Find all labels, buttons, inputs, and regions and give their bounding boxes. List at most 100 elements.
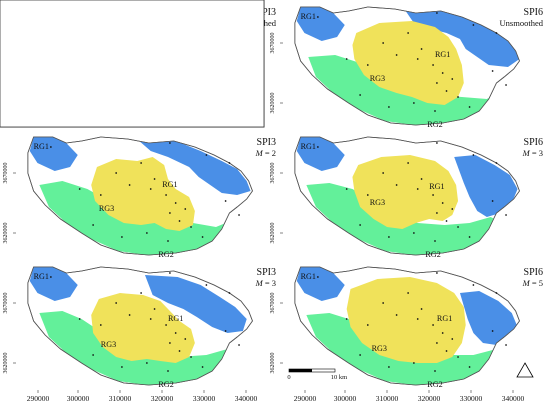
x-tick-label: 310000 [109,394,132,403]
station-point [445,220,448,222]
station-point [413,102,415,104]
station-point [388,236,390,238]
smoothing-parameter-symbol: M [522,278,531,288]
smoothing-parameter-symbol: M [255,278,264,288]
smoothing-parameter-value: Unsmoothed [500,18,544,28]
station-point [128,314,131,316]
panel-subtitle: M = 3 [522,148,543,158]
station-point [434,110,436,112]
station-point [201,236,204,238]
station-point [472,154,475,156]
station-point [174,202,177,204]
station-point [345,188,348,190]
station-point [495,32,498,34]
y-tick-label: 3670000 [270,163,276,184]
region-label-rg3: RG3 [372,344,387,353]
station-point [149,318,152,320]
x-tick-label: 290000 [27,394,50,403]
north-arrow-triangle-icon [516,362,534,378]
station-point [153,178,156,180]
station-point [505,214,507,216]
region-label-rg1-west: RG1 [301,272,316,281]
station-point [205,154,208,156]
station-point [382,302,385,304]
station-point [205,284,208,286]
station-point [238,344,240,346]
station-point [121,236,123,238]
y-tick-label: 3620000 [270,93,276,114]
panel-subtitle: M = 5 [522,278,543,288]
station-point [468,236,471,238]
station-point [140,162,142,164]
region-label-rg1: RG1 [429,182,444,191]
station-point [451,78,454,80]
region-rg2-area [39,311,240,385]
region-rg1-west-area [296,137,345,171]
station-point [432,194,434,196]
station-point [413,232,415,234]
region-rg3-area [346,277,466,363]
station-point [451,338,454,340]
station-point [432,64,434,66]
station-point [359,354,361,356]
smoothing-parameter-value: = 2 [263,148,276,158]
station-point [165,324,167,326]
station-point [436,12,438,14]
region-label-rg3: RG3 [101,340,116,349]
station-point [457,356,459,358]
region-rg3-area [352,155,459,229]
panel-index-title: SPI3 [257,7,276,18]
station-point [436,342,438,344]
region-label-rg2: RG2 [425,250,440,259]
station-point [140,292,142,294]
station-point [121,366,123,368]
station-point [169,342,171,344]
region-rg3-area [352,21,464,105]
region-label-rg1-west: RG1 [301,142,316,151]
region-label-rg1: RG1 [162,180,177,189]
scale-bar: 0 10 km [287,368,347,381]
station-point [413,362,415,364]
station-point [436,82,438,84]
station-point [495,162,498,164]
x-tick-label: 310000 [376,394,399,403]
region-label-rg3: RG3 [370,198,385,207]
island-map: RG1 RG1 RG3 RG2 [27,266,253,389]
x-tick-label: 340000 [502,394,525,403]
region-rg1-area [404,7,520,67]
smoothing-parameter-value: = 5 [530,278,543,288]
x-tick-label: 340000 [235,394,258,403]
station-point [407,162,409,164]
y-tick-label: 3670000 [270,293,276,314]
region-rg3-area [91,293,195,363]
region-rg1-area [454,155,518,217]
station-point [146,362,148,364]
smoothing-parameter-symbol: M [255,148,264,158]
station-point [388,366,390,368]
station-point [441,202,444,204]
station-point [395,184,398,186]
station-point [407,292,409,294]
y-tick-label: 3670000 [3,293,9,314]
region-label-rg1: RG1 [435,50,450,59]
station-point [115,172,118,174]
panel-index-title: SPI3 [257,137,276,148]
station-point [468,366,471,368]
station-point [416,188,419,190]
station-point [99,324,102,326]
region-label-rg1-west: RG1 [301,12,316,21]
x-tick-label: 330000 [460,394,483,403]
island-map: RG1 RG1 RG3 RG2 [294,6,520,129]
station-point [146,232,148,234]
station-point [149,188,152,190]
region-rg1-west-area [29,137,78,171]
island-map: RG1 RG1 RG3 RG2 [294,266,520,389]
station-point [178,220,181,222]
y-tick-label: 3670000 [270,33,276,54]
station-point [445,350,448,352]
station-point [78,188,81,190]
station-point [178,350,181,352]
